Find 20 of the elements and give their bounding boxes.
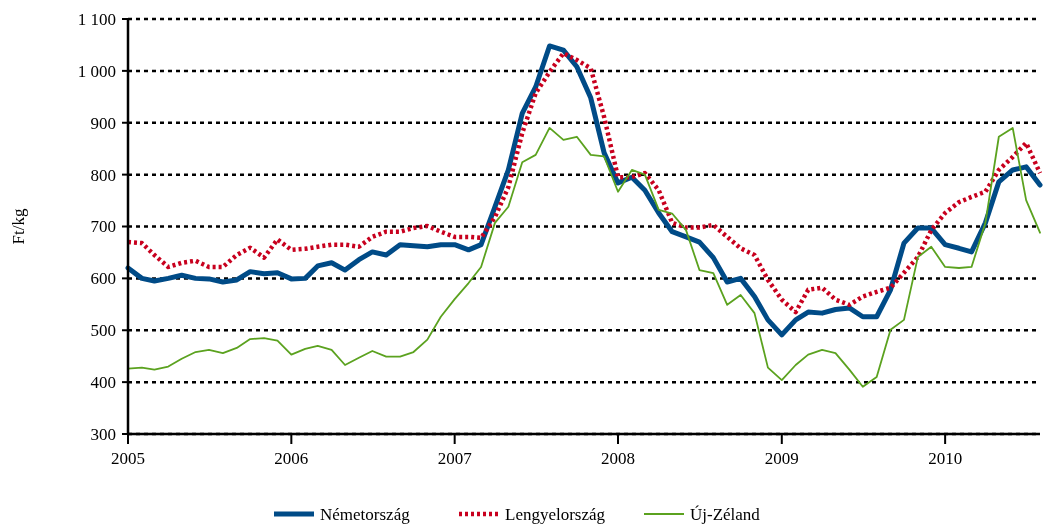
y-axis-title: Ft/kg — [9, 208, 28, 245]
y-tick-label: 900 — [90, 113, 116, 133]
y-tick-label: 700 — [90, 217, 116, 237]
x-tick-label: 2009 — [764, 449, 799, 468]
x-tick-label: 2005 — [111, 449, 145, 468]
y-tick-label: 300 — [90, 424, 116, 444]
y-tick-label: 1 100 — [77, 9, 116, 29]
y-tick-label: 600 — [90, 269, 116, 289]
x-tick-label: 2010 — [928, 449, 963, 468]
legend-label: Lengyelország — [505, 504, 606, 524]
y-tick-label: 800 — [90, 165, 116, 185]
y-tick-label: 1 000 — [77, 61, 116, 81]
y-tick-label: 500 — [90, 321, 116, 341]
x-tick-label: 2008 — [601, 449, 636, 468]
legend-label: Új-Zéland — [690, 504, 761, 524]
x-tick-label: 2007 — [437, 449, 473, 468]
x-tick-label: 2006 — [274, 449, 309, 468]
y-tick-label: 400 — [90, 373, 116, 393]
line-series — [127, 127, 1041, 388]
legend-label: Németország — [320, 504, 411, 524]
